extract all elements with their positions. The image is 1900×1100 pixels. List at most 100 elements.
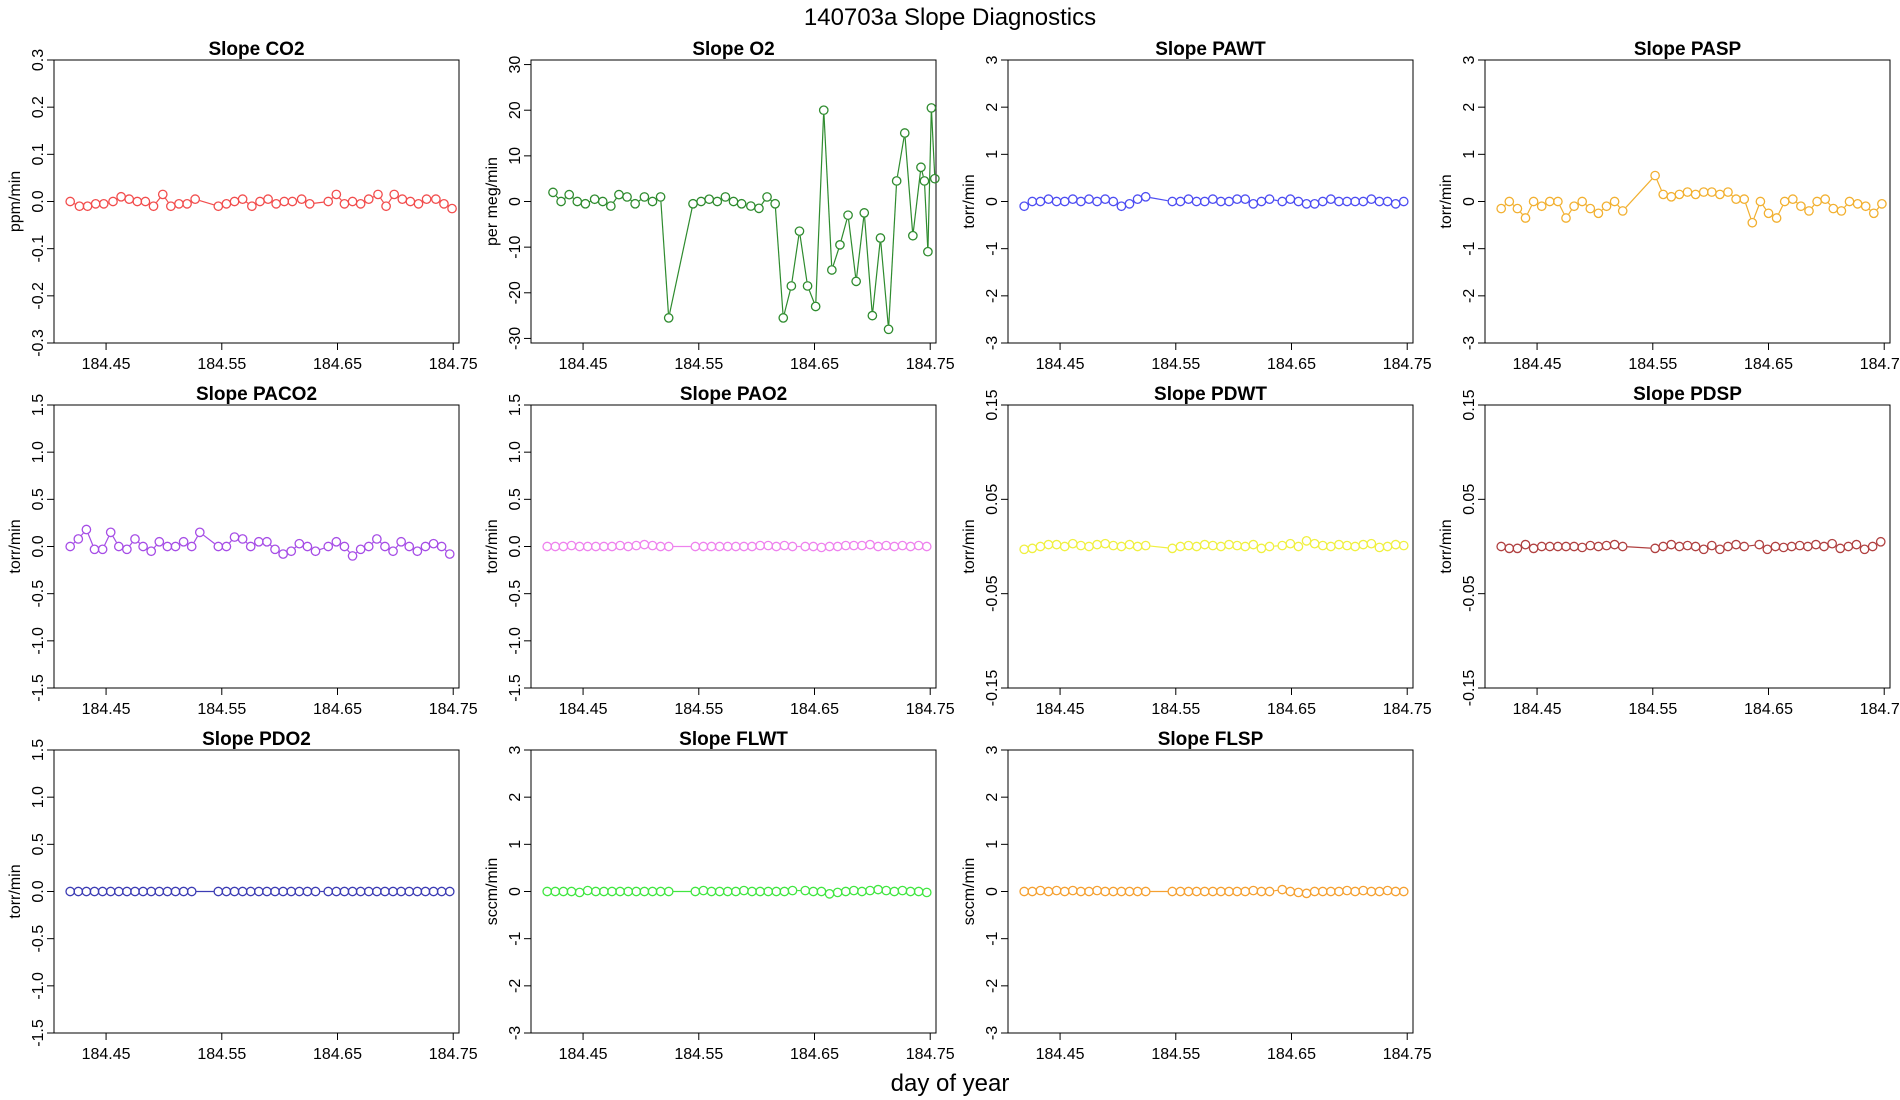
data-point: [698, 541, 709, 552]
data-point: [843, 210, 853, 221]
data-point: [388, 886, 398, 897]
data-point: [867, 310, 878, 321]
data-point: [1124, 886, 1135, 897]
data-point: [1191, 541, 1202, 552]
series-segment: [87, 533, 94, 546]
data-point: [444, 886, 455, 897]
data-point: [182, 199, 192, 209]
data-point: [1819, 541, 1829, 552]
series-segment: [380, 197, 384, 203]
series-segment: [153, 544, 157, 549]
data-point: [89, 544, 100, 555]
data-point: [113, 541, 124, 552]
data-point: [1051, 196, 1062, 207]
data-point: [1698, 544, 1709, 555]
panel-title: Slope O2: [692, 39, 774, 60]
data-point: [1183, 886, 1194, 897]
data-point: [1325, 886, 1336, 897]
data-point: [787, 541, 798, 552]
data-point: [835, 240, 845, 250]
data-point: [1248, 885, 1259, 896]
data-point: [1544, 196, 1555, 207]
data-point: [1240, 541, 1251, 552]
data-point: [1739, 194, 1750, 204]
y-tick-label: 2: [1461, 103, 1478, 112]
data-point: [1167, 543, 1178, 554]
y-tick-label: 10: [507, 147, 524, 165]
data-point: [1593, 208, 1604, 219]
data-point: [420, 541, 431, 552]
series-segment: [347, 549, 350, 553]
data-point: [310, 886, 321, 897]
data-point: [1019, 886, 1030, 897]
y-tick-label: -1: [984, 241, 1001, 255]
y-tick-label: 0.0: [30, 535, 47, 557]
y-axis-label: torr/min: [484, 519, 501, 573]
series-segment: [555, 195, 559, 199]
data-point: [130, 886, 140, 897]
data-point: [1778, 542, 1789, 553]
data-point: [65, 886, 76, 897]
series-segment: [229, 540, 232, 544]
y-tick-label: 2: [984, 103, 1001, 112]
data-point: [566, 540, 577, 551]
data-point: [787, 885, 798, 896]
data-point: [800, 541, 811, 552]
data-point: [755, 540, 765, 551]
data-point: [1132, 194, 1143, 204]
data-point: [431, 194, 441, 204]
data-point: [607, 541, 617, 552]
data-point: [1723, 541, 1733, 552]
x-tick-label: 184.65: [1744, 356, 1793, 373]
y-tick-label: -0.2: [30, 282, 47, 310]
data-point: [728, 196, 739, 207]
data-point: [1317, 886, 1328, 897]
data-point: [1794, 540, 1805, 551]
data-point: [170, 886, 181, 897]
data-point: [794, 226, 805, 237]
data-point: [1216, 541, 1226, 552]
data-point: [1301, 888, 1312, 899]
data-point: [1650, 543, 1660, 554]
data-point: [873, 541, 883, 552]
data-point: [1043, 539, 1054, 550]
data-point: [412, 886, 423, 897]
data-point: [1536, 201, 1547, 212]
data-point: [105, 527, 116, 538]
series-segment: [1745, 203, 1752, 219]
data-point: [1682, 187, 1693, 197]
y-tick-label: 0: [507, 887, 524, 896]
x-tick-label: 184.55: [197, 356, 246, 373]
y-tick-label: 0.0: [30, 190, 47, 212]
data-point: [221, 541, 232, 552]
data-point: [1191, 196, 1202, 207]
y-tick-label: -0.05: [984, 575, 1001, 612]
data-point: [444, 549, 455, 559]
data-point: [1852, 199, 1863, 209]
data-point: [1317, 196, 1328, 207]
y-tick-label: -1.0: [30, 627, 47, 655]
data-point: [712, 196, 723, 207]
panel-slope-flsp: Slope FLSP -3 -2 -1 0 1 2 3 sccm/min 184.45 184.55…: [961, 729, 1432, 1063]
data-point: [237, 194, 248, 204]
data-point: [1520, 539, 1531, 550]
data-point: [237, 534, 248, 544]
data-point: [355, 199, 366, 209]
data-point: [1084, 541, 1094, 552]
data-point: [1199, 886, 1210, 897]
data-point: [278, 886, 288, 897]
series-segment: [848, 219, 857, 277]
x-tick-label: 184.75: [906, 701, 955, 718]
data-point: [310, 546, 321, 557]
y-tick-label: -0.05: [1461, 575, 1478, 612]
data-point: [1191, 886, 1202, 897]
y-tick-label: 0.05: [1461, 484, 1478, 515]
data-point: [388, 546, 398, 557]
series-segment: [774, 208, 784, 314]
data-point: [1027, 886, 1038, 897]
data-point: [1027, 196, 1038, 207]
data-point: [98, 199, 109, 209]
series-segment: [155, 197, 161, 203]
data-point: [899, 128, 910, 138]
data-point: [1715, 544, 1725, 555]
